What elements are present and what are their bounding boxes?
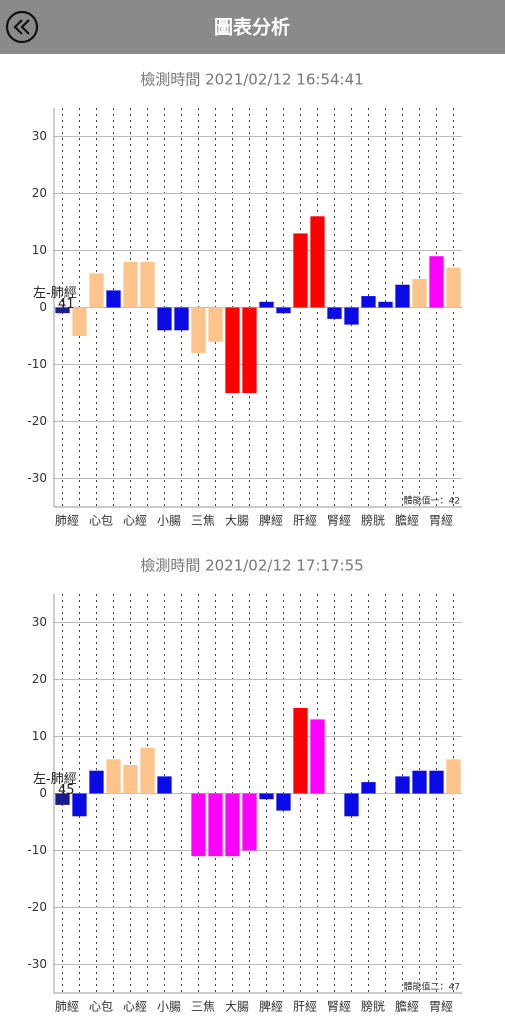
- x-tick-label: 胃經: [429, 514, 453, 528]
- x-tick-label: 膽經: [395, 513, 419, 528]
- bar: [361, 782, 376, 794]
- x-tick-label: 大腸: [225, 1000, 249, 1014]
- x-tick-label: 脾經: [259, 999, 283, 1014]
- x-tick-label: 小腸: [157, 1000, 181, 1014]
- bar: [446, 267, 461, 308]
- bar: [174, 307, 189, 331]
- x-tick-label: 腎經: [327, 1000, 351, 1014]
- selected-value: 45: [58, 783, 75, 798]
- x-tick-label: 胃經: [429, 1000, 453, 1014]
- bar: [123, 261, 138, 308]
- x-tick-label: 肺經: [55, 1000, 79, 1014]
- x-tick-label: 肝經: [293, 514, 317, 528]
- x-tick-label: 肺經: [55, 514, 79, 528]
- y-tick-label: 10: [32, 243, 47, 257]
- bar: [157, 307, 172, 331]
- y-tick-label: 0: [39, 786, 47, 800]
- y-tick-label: -10: [27, 357, 47, 371]
- bar: [89, 273, 104, 308]
- bar: [276, 793, 291, 811]
- bar: [72, 307, 87, 336]
- bar: [140, 747, 155, 794]
- x-tick-label: 心包: [89, 1000, 113, 1014]
- bar: [361, 296, 376, 308]
- bar: [106, 759, 121, 794]
- bar: [225, 793, 240, 857]
- bar: [378, 301, 393, 308]
- selected-name: 左-肺經: [33, 286, 77, 301]
- x-tick-label: 小腸: [157, 514, 181, 528]
- bar: [344, 793, 359, 817]
- bar: [276, 307, 291, 314]
- y-tick-label: 10: [32, 729, 47, 743]
- bar: [327, 307, 342, 319]
- bar: [157, 776, 172, 794]
- x-tick-label: 心經: [123, 1000, 147, 1014]
- bar: [412, 770, 427, 794]
- y-tick-label: 30: [32, 615, 47, 629]
- x-tick-label: 膀胱: [361, 999, 385, 1014]
- bar: [259, 793, 274, 800]
- header-title: 圖表分析: [214, 16, 290, 39]
- y-tick-label: -20: [27, 414, 47, 428]
- bar: [123, 765, 138, 794]
- bar: [395, 776, 410, 794]
- footnote: 體能值一：42: [404, 495, 460, 507]
- bar: [293, 233, 308, 308]
- bar: [395, 284, 410, 308]
- y-tick-label: -10: [27, 843, 47, 857]
- y-tick-label: -30: [27, 957, 47, 971]
- y-tick-label: -30: [27, 471, 47, 485]
- x-tick-label: 三焦: [191, 1000, 215, 1014]
- x-tick-label: 三焦: [191, 514, 215, 528]
- bar: [259, 301, 274, 308]
- bar: [344, 307, 359, 325]
- bar: [293, 708, 308, 794]
- header-bar: [0, 0, 505, 54]
- x-tick-label: 腎經: [327, 514, 351, 528]
- bar: [242, 307, 257, 393]
- bar: [208, 793, 223, 857]
- x-tick-label: 大腸: [225, 514, 249, 528]
- bar: [310, 719, 325, 794]
- bar: [140, 261, 155, 308]
- bar: [106, 290, 121, 308]
- y-tick-label: -20: [27, 900, 47, 914]
- x-tick-label: 心包: [89, 514, 113, 528]
- bar: [208, 307, 223, 342]
- footnote: 體能值二：47: [404, 981, 460, 993]
- bar: [72, 793, 87, 817]
- selected-name: 左-肺經: [33, 772, 77, 787]
- bar: [310, 216, 325, 308]
- y-tick-label: 20: [32, 672, 47, 686]
- x-tick-label: 心經: [123, 514, 147, 528]
- y-tick-label: 20: [32, 186, 47, 200]
- x-tick-label: 肝經: [293, 1000, 317, 1014]
- bar: [242, 793, 257, 851]
- selected-value: 41: [58, 297, 75, 312]
- chart-title: 檢測時間 2021/02/12 16:54:41: [140, 71, 363, 89]
- bar: [412, 279, 427, 308]
- back-button[interactable]: [5, 10, 39, 44]
- x-tick-label: 膀胱: [361, 513, 385, 528]
- bar: [89, 770, 104, 794]
- bar: [191, 793, 206, 857]
- chart-title: 檢測時間 2021/02/12 17:17:55: [140, 557, 363, 575]
- y-tick-label: 30: [32, 129, 47, 143]
- y-tick-label: 0: [39, 300, 47, 314]
- bar: [429, 256, 444, 308]
- bar: [55, 307, 70, 314]
- x-tick-label: 膽經: [395, 999, 419, 1014]
- bar: [55, 793, 70, 805]
- bar: [446, 759, 461, 794]
- bar: [429, 770, 444, 794]
- x-tick-label: 脾經: [259, 513, 283, 528]
- bar: [225, 307, 240, 393]
- bar: [191, 307, 206, 354]
